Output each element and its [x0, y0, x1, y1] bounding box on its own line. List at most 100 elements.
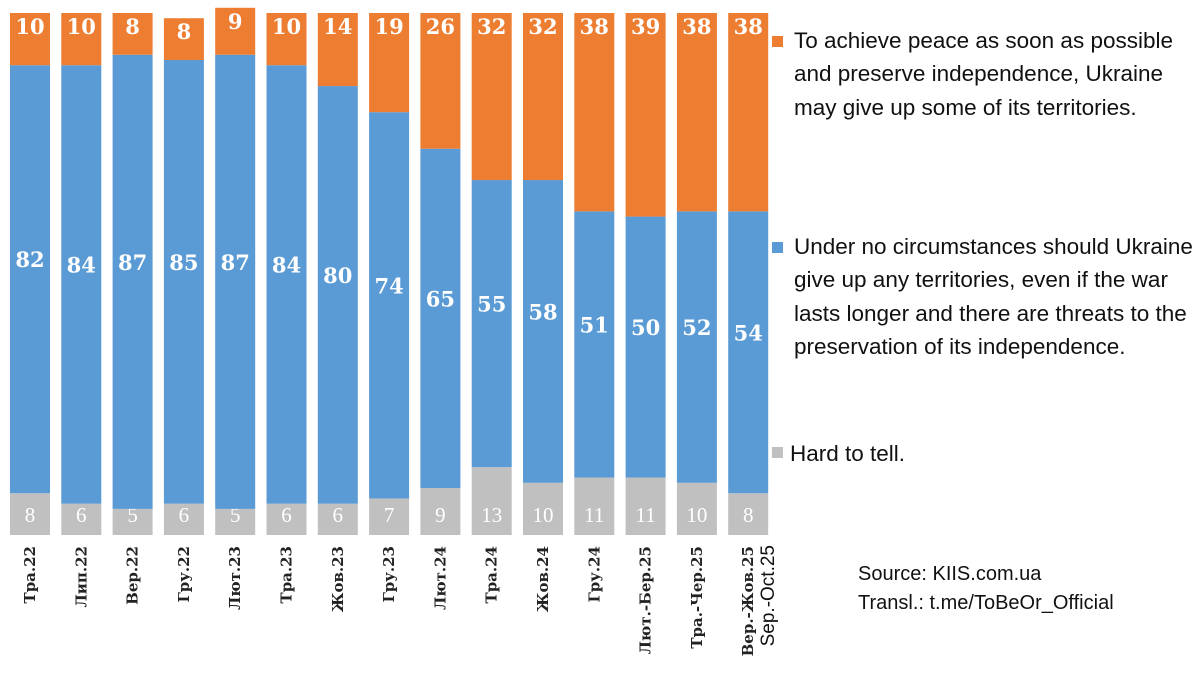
x-tick-label-4: Гру.22	[175, 546, 193, 603]
bar-group-12: 11 51 38	[574, 13, 615, 535]
data-label-orange-10: 32	[477, 14, 506, 39]
bar-segment-grey-5	[215, 508, 256, 535]
translation-credit-line: Transl.: t.me/ToBeOr_Official	[858, 592, 1114, 614]
x-tick-label-7: Жов.23	[329, 546, 347, 612]
bar-segment-orange-9	[420, 13, 461, 149]
bar-segment-blue-12	[574, 211, 615, 478]
bar-segment-blue-14	[676, 211, 717, 483]
x-tick-label-13: Лют.-Бер.25	[637, 546, 655, 654]
data-label-orange-2: 10	[67, 14, 96, 39]
bar-segment-grey-8	[369, 498, 410, 535]
x-tick-label-6: Тра.23	[278, 546, 296, 603]
bar-segment-orange-5	[215, 7, 256, 55]
data-label-grey-2: 6	[76, 503, 87, 527]
legend-item-orange: To achieve peace as soon as possible and…	[772, 24, 1197, 124]
data-label-orange-5: 9	[228, 9, 243, 34]
bar-segment-grey-12	[574, 477, 615, 535]
data-label-orange-14: 38	[682, 14, 711, 39]
data-label-blue-11: 58	[528, 299, 557, 324]
data-label-grey-14: 10	[686, 503, 707, 527]
bar-segment-blue-4	[163, 59, 204, 504]
bar-segment-orange-10	[471, 13, 512, 181]
bar-group-10: 13 55 32	[471, 13, 512, 535]
data-label-grey-7: 6	[333, 503, 344, 527]
bar-group-13: 11 50 39	[625, 13, 666, 535]
bar-segment-grey-2	[61, 503, 102, 535]
data-label-grey-9: 9	[435, 503, 446, 527]
data-label-blue-13: 50	[631, 315, 660, 340]
bar-group-15: 8 54 38	[728, 13, 769, 535]
x-tick-label-12: Гру.24	[585, 546, 603, 603]
bar-group-5: 5 87 9	[215, 7, 256, 535]
data-label-grey-6: 6	[281, 503, 292, 527]
bar-segment-grey-3	[112, 508, 153, 535]
data-label-grey-3: 5	[127, 503, 138, 527]
data-label-blue-3: 87	[118, 250, 147, 275]
data-label-blue-1: 82	[15, 247, 44, 272]
bar-segment-blue-6	[266, 65, 307, 504]
data-label-orange-4: 8	[177, 19, 192, 44]
bar-segment-orange-13	[625, 13, 666, 217]
bar-segment-orange-11	[523, 13, 563, 181]
bar-segment-grey-4	[163, 503, 204, 535]
data-label-grey-8: 7	[384, 503, 395, 527]
bar-segment-orange-1	[10, 13, 50, 66]
data-label-blue-14: 52	[682, 315, 711, 340]
bar-segment-orange-6	[266, 13, 307, 66]
bar-segment-blue-5	[215, 54, 256, 509]
legend-item-blue: Under no circumstances should Ukraine gi…	[772, 230, 1197, 363]
x-tick-label-10: Тра.24	[483, 546, 501, 603]
legend-label-orange: To achieve peace as soon as possible and…	[794, 28, 1173, 120]
bar-segment-blue-7	[317, 86, 358, 504]
data-label-grey-15: 8	[743, 503, 754, 527]
x-tick-label-5: Лют.23	[226, 546, 244, 610]
legend-swatch-orange	[772, 36, 783, 47]
source-line: Source: KIIS.com.ua	[858, 563, 1042, 585]
bar-segment-grey-11	[523, 482, 563, 535]
x-tick-label-3: Вер.22	[124, 546, 142, 605]
bar-group-6: 6 84 10	[266, 13, 307, 535]
data-label-grey-1: 8	[25, 503, 36, 527]
bar-group-2: 6 84 10	[61, 13, 102, 535]
x-tick-label-english-last: Sep.-Oct.25	[758, 545, 779, 646]
data-label-orange-3: 8	[125, 14, 140, 39]
legend-label-grey: Hard to tell.	[790, 441, 906, 466]
data-label-orange-7: 14	[323, 14, 352, 39]
bar-segment-orange-8	[369, 13, 410, 113]
bar-segment-blue-9	[420, 148, 461, 489]
data-label-orange-6: 10	[272, 14, 301, 39]
x-tick-label-9: Лют.24	[431, 546, 449, 610]
data-label-orange-13: 39	[631, 14, 660, 39]
bar-group-8: 7 74 19	[369, 13, 410, 535]
data-label-blue-2: 84	[67, 252, 96, 277]
legend-label-blue: Under no circumstances should Ukraine gi…	[794, 234, 1193, 359]
legend-swatch-blue	[772, 242, 783, 253]
bar-segment-grey-9	[420, 488, 461, 535]
bar-segment-blue-11	[523, 180, 563, 483]
data-label-orange-12: 38	[580, 14, 609, 39]
bar-segment-blue-15	[728, 211, 769, 494]
bar-segment-orange-3	[112, 13, 153, 55]
data-label-blue-5: 87	[221, 250, 250, 275]
bar-group-1: 8 82 10	[10, 13, 50, 535]
x-tick-label-8: Гру.23	[380, 546, 398, 603]
data-label-orange-1: 10	[15, 14, 44, 39]
data-label-blue-6: 84	[272, 252, 301, 277]
bar-segment-blue-10	[471, 180, 512, 468]
data-label-grey-4: 6	[179, 503, 190, 527]
data-label-orange-8: 19	[374, 14, 403, 39]
bar-segment-grey-1	[10, 493, 50, 535]
data-label-grey-5: 5	[230, 503, 241, 527]
data-label-orange-9: 26	[426, 14, 455, 39]
bar-segment-blue-2	[61, 65, 102, 504]
data-label-blue-8: 74	[374, 273, 403, 298]
bar-segment-blue-8	[369, 112, 410, 499]
bar-segment-orange-12	[574, 13, 615, 212]
data-label-blue-10: 55	[477, 292, 506, 317]
data-label-grey-10: 13	[481, 503, 502, 527]
data-label-grey-12: 11	[584, 503, 604, 527]
bar-segment-grey-14	[676, 482, 717, 535]
bar-segment-grey-13	[625, 477, 666, 535]
legend-item-grey: Hard to tell.	[772, 437, 1197, 470]
